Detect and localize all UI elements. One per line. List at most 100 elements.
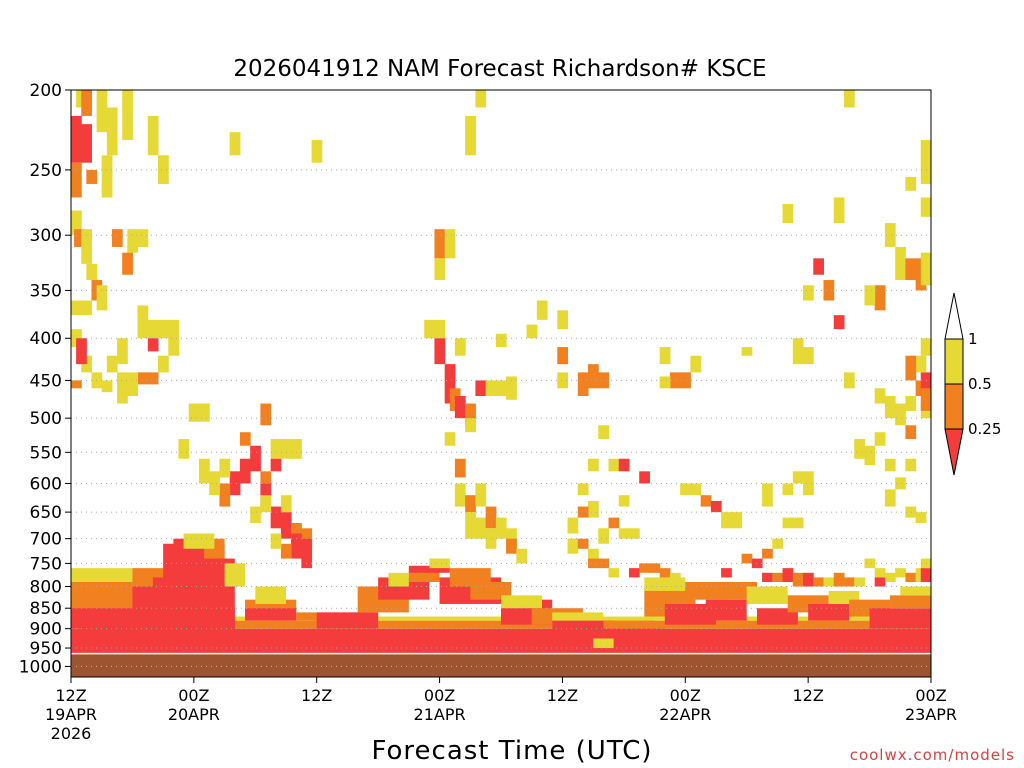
ri-cell-34	[782, 204, 794, 224]
ri-cell-11	[843, 90, 855, 108]
ri-band-4	[81, 608, 235, 641]
ri-cell-13	[905, 177, 917, 191]
ri-cell-191	[874, 568, 886, 578]
ri-cell-29	[81, 300, 92, 316]
ri-cell-201	[905, 506, 917, 518]
ri-cell-44	[803, 285, 814, 301]
y-tick-label-900: 900	[30, 620, 62, 640]
ri-cell-193	[884, 572, 896, 582]
ri-cell-205	[864, 445, 876, 466]
ri-cell-48	[137, 305, 149, 339]
ri-band-43	[746, 586, 788, 604]
ri-cell-168	[731, 512, 743, 529]
legend-swatch-0.5-1	[944, 338, 964, 385]
ri-cell-200	[884, 489, 896, 507]
ri-cell-103	[178, 439, 190, 459]
x-tick-date-3: 21APR	[414, 705, 466, 724]
ri-cell-204	[884, 458, 896, 472]
ri-cell-53	[106, 355, 118, 373]
ri-cell-173	[792, 471, 804, 484]
legend-label-0: 1	[968, 330, 978, 348]
ri-cell-219	[905, 355, 917, 381]
ri-cell-60	[137, 372, 149, 385]
ri-cell-183	[792, 572, 804, 587]
y-tick-label-950: 950	[30, 639, 62, 659]
ri-cell-206	[854, 439, 865, 459]
ri-cell-154	[639, 471, 650, 484]
ri-cell-59	[101, 380, 113, 393]
ri-cell-72	[454, 396, 466, 419]
ri-cell-7	[229, 132, 241, 156]
ri-cell-10	[475, 90, 487, 108]
ri-cell-194	[895, 568, 906, 578]
ri-cell-65	[168, 319, 179, 356]
ri-cell-83	[557, 347, 569, 365]
ri-cell-161	[659, 568, 671, 578]
ri-cell-166	[710, 500, 722, 513]
ri-cell-89	[803, 347, 814, 365]
y-tick-label-500: 500	[30, 409, 62, 429]
ri-cell-121	[444, 432, 456, 446]
ri-cell-64	[158, 355, 169, 373]
ri-cell-1	[81, 90, 92, 116]
x-tick-label-1: 00Z	[178, 686, 209, 705]
ri-cell-220	[920, 338, 932, 356]
ri-cell-104	[270, 439, 282, 459]
ri-band-51	[900, 586, 931, 596]
y-tick-label-750: 750	[30, 554, 62, 574]
ri-cell-79	[495, 333, 507, 348]
ri-cell-49	[147, 319, 159, 339]
ri-cell-43	[823, 280, 835, 301]
ri-cell-186	[823, 577, 835, 587]
ri-cell-74	[465, 418, 476, 433]
x-tick-label-4: 12Z	[547, 686, 578, 705]
ri-cell-147	[588, 548, 599, 564]
ri-cell-128	[485, 506, 497, 529]
ri-cell-40	[920, 252, 932, 286]
ri-cell-133	[516, 548, 528, 564]
ri-cell-5	[147, 115, 159, 156]
ri-cell-75	[475, 380, 487, 397]
ri-cell-66	[424, 319, 435, 339]
ri-cell-16	[71, 162, 82, 198]
ri-cell-117	[270, 533, 282, 549]
ri-cell-71	[454, 338, 466, 356]
ri-cell-118	[250, 506, 261, 523]
ri-band-49	[869, 608, 931, 629]
ri-cell-215	[920, 388, 932, 411]
ri-cell-35	[833, 197, 845, 224]
plot-frame	[70, 89, 932, 678]
ri-band-38	[664, 603, 716, 625]
ri-cell-169	[741, 553, 753, 564]
y-tick-label-400: 400	[30, 329, 62, 349]
ri-cell-184	[803, 572, 814, 587]
ri-cell-77	[495, 380, 507, 397]
ri-band-16	[245, 608, 297, 621]
legend-label-1: 0.5	[968, 375, 992, 393]
ri-cell-158	[628, 568, 640, 578]
ri-cell-32	[444, 229, 456, 259]
ri-cell-36	[884, 223, 896, 247]
ri-cell-3	[106, 107, 118, 156]
ri-cell-42	[813, 258, 824, 275]
legend-swatch-above-1	[944, 292, 964, 340]
ri-cell-12	[920, 140, 932, 184]
ri-cell-87	[659, 376, 671, 389]
ri-cell-73	[465, 403, 476, 426]
ri-cell-175	[782, 483, 794, 496]
ri-cell-28	[96, 285, 108, 311]
ri-cell-14	[71, 115, 82, 163]
ri-cell-208	[905, 425, 917, 440]
ri-cell-31	[434, 229, 446, 259]
ri-cell-163	[680, 483, 691, 496]
ri-cell-102	[198, 458, 210, 484]
ri-cell-30	[71, 300, 82, 316]
ri-cell-62	[127, 372, 139, 397]
plot-area	[71, 90, 932, 677]
ri-cell-146	[577, 538, 589, 549]
y-axis: 200 250 300 350 400 450 500 550 600 650 700 750 8008…	[19, 81, 71, 677]
ri-cell-209	[895, 403, 906, 426]
ri-band-33	[552, 620, 614, 637]
